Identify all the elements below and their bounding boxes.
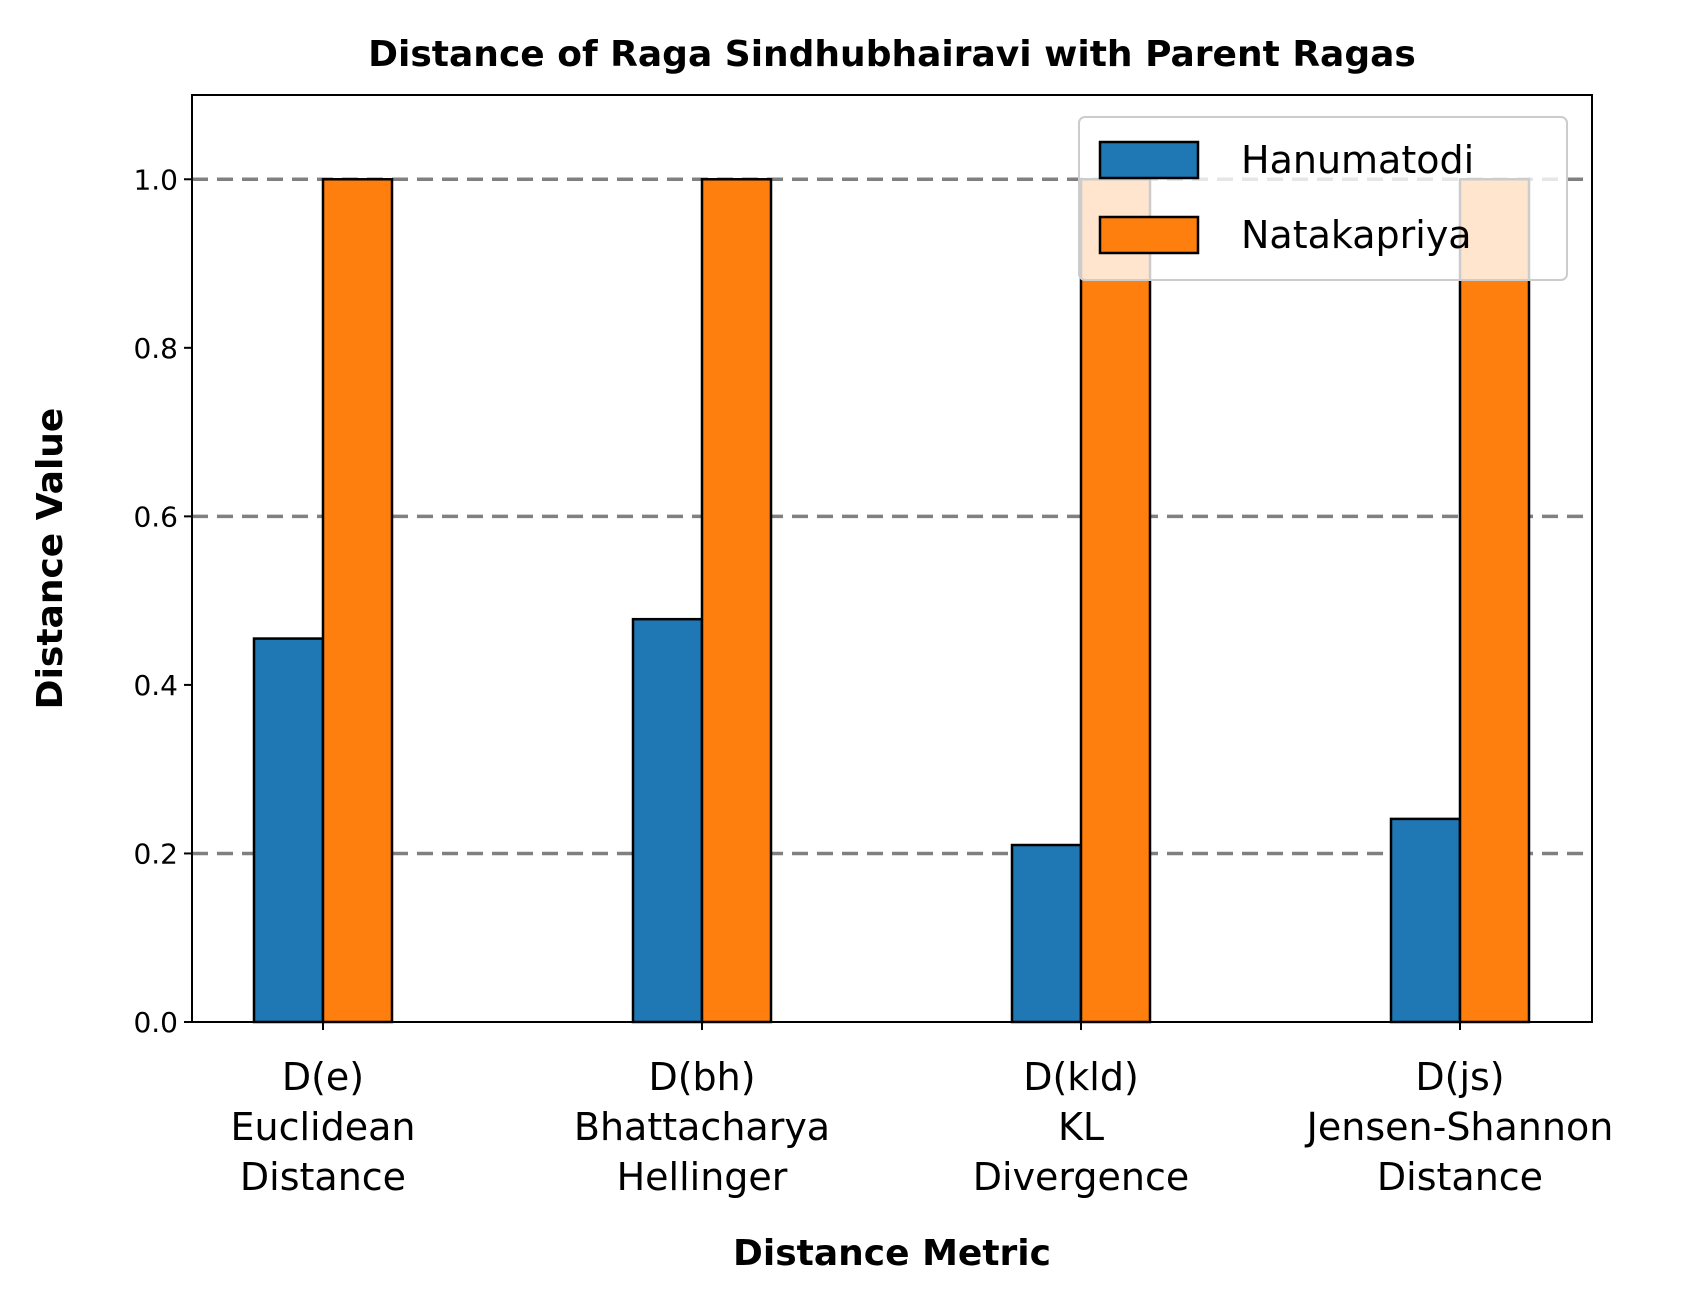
x-tick-label: Distance	[1377, 1155, 1543, 1199]
y-tick-label: 0.4	[133, 669, 178, 702]
legend-swatch-hanumatodi	[1098, 140, 1200, 180]
legend-label-natakapriya: Natakapriya	[1241, 213, 1472, 257]
bar-hanumatodi-2	[1010, 843, 1083, 1024]
bar-natakapriya-0	[321, 178, 394, 1024]
x-tick-label: D(e)	[282, 1055, 364, 1099]
bar-natakapriya-3	[1458, 178, 1531, 1024]
bar-natakapriya-2	[1079, 178, 1152, 1024]
x-tick-label: D(js)	[1415, 1055, 1504, 1099]
y-axis: 0.0 0.2 0.4 0.6 0.8 1.0	[133, 163, 192, 1039]
x-tick-label: Jensen-Shannon	[1305, 1105, 1614, 1149]
x-tick-label: Distance	[240, 1155, 406, 1199]
legend: Hanumatodi Natakapriya	[1078, 116, 1568, 281]
y-axis-label: Distance Value	[30, 408, 71, 710]
x-tick-label: KL	[1058, 1105, 1104, 1149]
legend-box	[1078, 116, 1568, 281]
bars	[252, 178, 1531, 1024]
x-tick-label: Euclidean	[231, 1105, 416, 1149]
bar-hanumatodi-3	[1389, 817, 1462, 1024]
y-tick-label: 0.2	[133, 837, 178, 870]
x-tick-label: D(kld)	[1023, 1055, 1139, 1099]
grid-lines	[192, 177, 1592, 856]
plot-frame	[191, 94, 1593, 1023]
legend-swatch-natakapriya	[1098, 215, 1200, 255]
x-axis-label: Distance Metric	[733, 1233, 1051, 1274]
y-tick-label: 0.0	[133, 1006, 178, 1039]
chart-title: Distance of Raga Sindhubhairavi with Par…	[368, 34, 1416, 75]
legend-label-hanumatodi: Hanumatodi	[1241, 138, 1474, 182]
bar-hanumatodi-0	[252, 637, 325, 1024]
bar-natakapriya-1	[700, 178, 773, 1024]
y-tick-label: 1.0	[133, 163, 178, 196]
x-tick-label: D(bh)	[648, 1055, 755, 1099]
bar-hanumatodi-1	[631, 617, 704, 1024]
x-tick-label: Bhattacharya	[574, 1105, 830, 1149]
x-axis: D(e) Euclidean Distance D(bh) Bhattacharya He…	[231, 1022, 1614, 1199]
y-tick-label: 0.6	[133, 500, 178, 533]
x-tick-label: Divergence	[973, 1155, 1190, 1199]
x-tick-label: Hellinger	[617, 1155, 788, 1199]
y-tick-label: 0.8	[133, 332, 178, 365]
